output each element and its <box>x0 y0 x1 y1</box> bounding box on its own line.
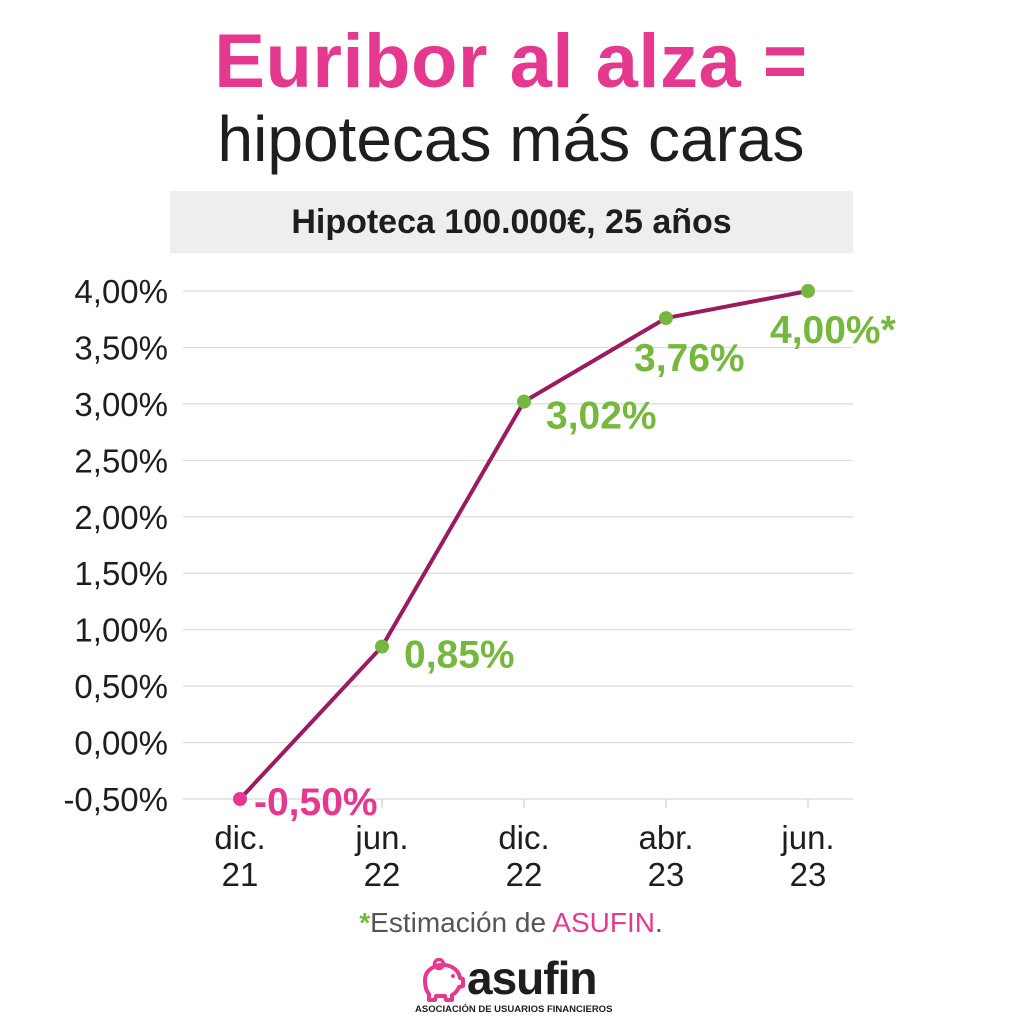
data-points <box>233 284 815 806</box>
piggy-bank-icon <box>423 958 465 1002</box>
logo-wordmark: asufin <box>467 952 597 1004</box>
data-point <box>517 394 531 409</box>
footnote-brand: ASUFIN <box>552 907 655 938</box>
data-point <box>375 639 389 654</box>
x-tick-label-year: 22 <box>506 856 543 893</box>
y-tick-label: -0,50% <box>63 781 168 818</box>
x-tick-label-year: 23 <box>790 856 827 893</box>
x-tick-label-month: jun. <box>780 819 834 856</box>
chart-caption: Hipoteca 100.000€, 25 años <box>170 191 853 253</box>
y-tick-label: 1,50% <box>74 555 168 592</box>
data-point <box>801 284 815 298</box>
y-tick-label: 3,00% <box>74 386 168 423</box>
data-point <box>659 311 673 326</box>
page-title: Euribor al alza = <box>214 19 808 104</box>
grid-lines <box>183 290 853 800</box>
y-tick-label: 2,50% <box>74 442 168 479</box>
y-tick-label: 1,00% <box>74 612 168 649</box>
footnote-text: Estimación de <box>370 907 553 938</box>
page-subtitle: hipotecas más caras <box>217 103 805 175</box>
y-axis-ticks: 4,00% 3,50% 3,00% 2,50% 2,00% 1,50% 1,00% 0,50%… <box>63 273 168 818</box>
data-labels: -0,50% 0,85% 3,02% 3,76% 4,00%* <box>254 309 897 824</box>
data-label: 3,76% <box>634 337 745 380</box>
x-tick-label-year: 21 <box>222 856 259 893</box>
x-tick-label-month: dic. <box>498 819 549 856</box>
x-tick-label-year: 23 <box>648 856 685 893</box>
data-label: -0,50% <box>254 781 378 824</box>
x-tick-label-month: abr. <box>638 819 693 856</box>
y-tick-label: 4,00% <box>74 273 168 310</box>
logo-tagline: ASOCIACIÓN DE USUARIOS FINANCIEROS <box>415 1004 613 1015</box>
footnote: *Estimación de ASUFIN. <box>0 905 1022 941</box>
footnote-end: . <box>654 907 663 938</box>
data-point <box>233 792 247 806</box>
x-tick-label-year: 22 <box>364 856 401 893</box>
y-tick-label: 0,00% <box>74 725 168 762</box>
data-label: 3,02% <box>546 395 657 438</box>
y-tick-label: 2,00% <box>74 499 168 536</box>
x-tick-label-month: dic. <box>214 819 265 856</box>
y-tick-label: 3,50% <box>74 329 168 366</box>
data-label: 0,85% <box>404 634 515 677</box>
data-label: 4,00%* <box>770 309 897 352</box>
x-tick-label-month: jun. <box>354 819 408 856</box>
asufin-logo: asufin ASOCIACIÓN DE USUARIOS FINANCIERO… <box>415 952 615 1018</box>
footnote-star: * <box>359 907 371 938</box>
y-tick-label: 0,50% <box>74 668 168 705</box>
